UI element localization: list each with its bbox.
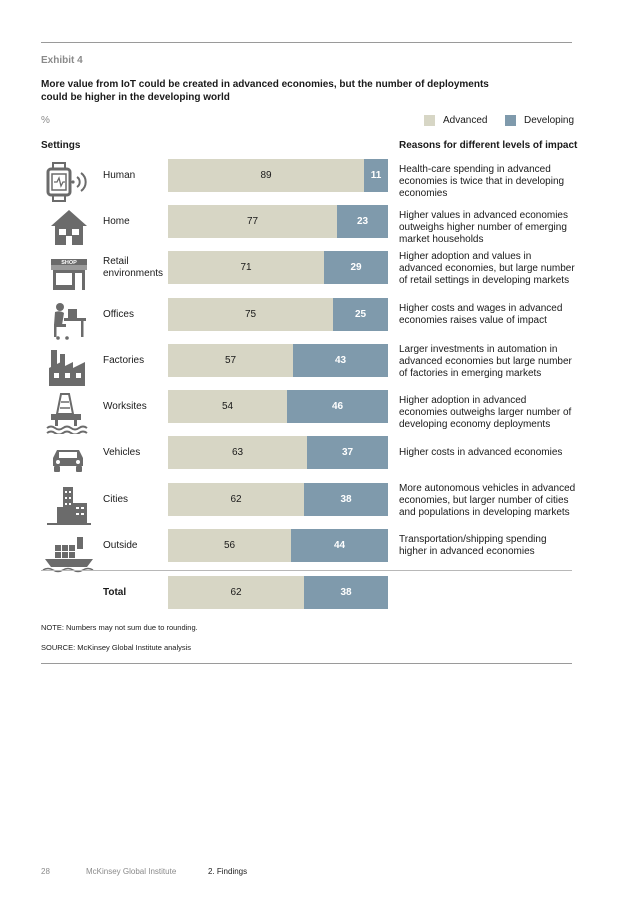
bar-segment-advanced: 89: [168, 159, 364, 192]
bar-segment-advanced: 62: [168, 576, 304, 609]
legend-developing-label: Developing: [524, 114, 575, 126]
reason-text: Health-care spending in advanced economi…: [399, 164, 565, 199]
chart-row: Worksites 54 46 Higher adoption in advanced…: [0, 390, 636, 436]
bar-segment-developing: 46: [287, 390, 388, 423]
bar-segment-developing: 44: [291, 529, 388, 562]
row-label: Home: [103, 216, 130, 227]
row-label: Vehicles: [103, 447, 141, 458]
factory-icon: [41, 346, 97, 388]
reason-text: Higher costs and wages in advanced econo…: [399, 303, 563, 326]
bar-segment-advanced: 62: [168, 483, 304, 516]
svg-text:SHOP: SHOP: [61, 260, 77, 266]
bar-segment-developing: 29: [324, 251, 388, 284]
chart-row: Offices 75 25 Higher costs and wages in adv…: [0, 298, 636, 344]
bar-segment-developing: 37: [307, 436, 388, 469]
chart-title: More value from IoT could be created in …: [41, 79, 489, 103]
chart-row: Outside 56 44 Transportation/shipping spend…: [0, 529, 636, 575]
reasons-header: Reasons for different levels of impact: [399, 140, 578, 151]
stacked-bar: 54 46: [168, 390, 388, 423]
chart-row: SHOP Retail environments 71 29 Higher adopt…: [0, 251, 636, 297]
footer-org: McKinsey Global Institute: [86, 867, 177, 876]
bar-segment-advanced: 54: [168, 390, 287, 423]
stacked-bar: 75 25: [168, 298, 388, 331]
stacked-bar: 77 23: [168, 205, 388, 238]
chart-row: Total 62 38: [0, 576, 636, 622]
row-label: Worksites: [103, 401, 147, 412]
stacked-bar: 62 38: [168, 576, 388, 609]
reason-text: Higher adoption and values in advanced e…: [399, 251, 575, 286]
bar-segment-advanced: 63: [168, 436, 307, 469]
bar-segment-advanced: 57: [168, 344, 293, 377]
bar-segment-developing: 25: [333, 298, 388, 331]
bar-segment-advanced: 77: [168, 205, 337, 238]
smartwatch-icon: [41, 161, 97, 203]
office-worker-icon: [41, 300, 97, 342]
footer-section: 2. Findings: [208, 867, 248, 876]
bar-segment-advanced: 75: [168, 298, 333, 331]
bar-segment-developing: 23: [337, 205, 388, 238]
stacked-bar: 57 43: [168, 344, 388, 377]
reason-text: Higher values in advanced economies outw…: [399, 210, 568, 245]
legend-developing-swatch: [505, 114, 516, 126]
stacked-bar: 89 11: [168, 159, 388, 192]
stacked-bar: 56 44: [168, 529, 388, 562]
legend-advanced-label: Advanced: [443, 114, 488, 126]
bar-segment-advanced: 56: [168, 529, 291, 562]
reason-text: More autonomous vehicles in advanced eco…: [399, 483, 576, 518]
bar-segment-developing: 11: [364, 159, 388, 192]
row-label: Outside: [103, 540, 138, 551]
city-buildings-icon: [41, 485, 97, 527]
row-label: Human: [103, 170, 136, 181]
stacked-bar: 63 37: [168, 436, 388, 469]
cargo-ship-icon: [41, 531, 97, 573]
bar-segment-developing: 43: [293, 344, 388, 377]
legend-advanced-swatch: [424, 114, 435, 126]
total-separator-rule: [41, 570, 572, 571]
row-label: Total: [103, 587, 127, 598]
house-icon: [41, 207, 97, 249]
exhibit-label: Exhibit 4: [41, 55, 83, 66]
reason-text: Transportation/shipping spending higher …: [399, 534, 547, 557]
legend-developing: Developing: [505, 114, 574, 126]
reason-text: Higher costs in advanced economies: [399, 447, 563, 458]
bar-segment-developing: 38: [304, 576, 388, 609]
chart-row: Cities 62 38 More autonomous vehicles in ad…: [0, 483, 636, 529]
legend-advanced: Advanced: [424, 114, 487, 126]
source-text: SOURCE: McKinsey Global Institute analys…: [41, 643, 192, 652]
car-icon: [41, 438, 97, 480]
stacked-bar: 62 38: [168, 483, 388, 516]
chart-row: Human 89 11 Health-care spending in advance…: [0, 159, 636, 205]
unit-label: %: [41, 115, 50, 126]
row-label: Cities: [103, 494, 129, 505]
page-number: 28: [41, 867, 50, 876]
reason-text: Larger investments in automation in adva…: [399, 344, 572, 379]
note-text: NOTE: Numbers may not sum due to roundin…: [41, 623, 198, 632]
chart-row: Home 77 23 Higher values in advanced econom…: [0, 205, 636, 251]
row-label: Offices: [103, 309, 134, 320]
reason-text: Higher adoption in advanced economies ou…: [399, 395, 572, 430]
row-label: Retail environments: [103, 256, 164, 279]
top-rule: [41, 42, 572, 43]
oil-rig-icon: [41, 392, 97, 436]
bottom-rule: [41, 663, 572, 664]
bar-segment-developing: 38: [304, 483, 388, 516]
settings-header: Settings: [41, 140, 81, 151]
chart-row: Factories 57 43 Larger investments in autom…: [0, 344, 636, 390]
stacked-bar: 71 29: [168, 251, 388, 284]
chart-row: Vehicles 63 37 Higher costs in advanced eco…: [0, 436, 636, 482]
row-label: Factories: [103, 355, 145, 366]
bar-segment-advanced: 71: [168, 251, 324, 284]
shop-icon: SHOP: [41, 253, 97, 295]
